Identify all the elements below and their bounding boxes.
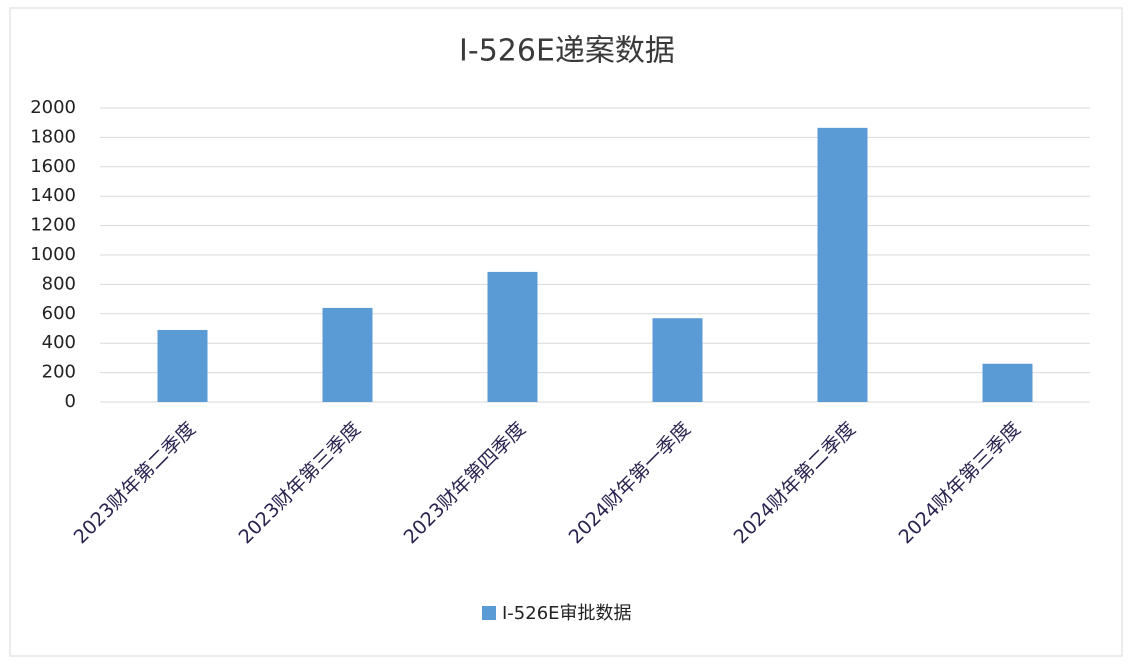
legend-swatch	[482, 606, 496, 620]
bar	[817, 127, 868, 402]
y-tick-label: 1800	[30, 126, 76, 147]
y-tick-label: 800	[42, 273, 76, 294]
bar	[322, 307, 373, 402]
y-tick-label: 0	[65, 391, 76, 412]
bar	[982, 363, 1033, 402]
y-tick-label: 200	[42, 362, 76, 383]
y-tick-label: 1400	[30, 185, 76, 206]
y-tick-label: 600	[42, 303, 76, 324]
bar	[157, 329, 208, 402]
chart-title: I-526E递案数据	[459, 34, 675, 69]
legend-label: I-526E审批数据	[502, 603, 632, 624]
bar	[652, 318, 703, 402]
y-tick-label: 2000	[30, 97, 76, 118]
bar	[487, 271, 538, 402]
y-tick-label: 1600	[30, 156, 76, 177]
y-tick-label: 1000	[30, 244, 76, 265]
y-tick-label: 400	[42, 332, 76, 353]
y-tick-label: 1200	[30, 215, 76, 236]
